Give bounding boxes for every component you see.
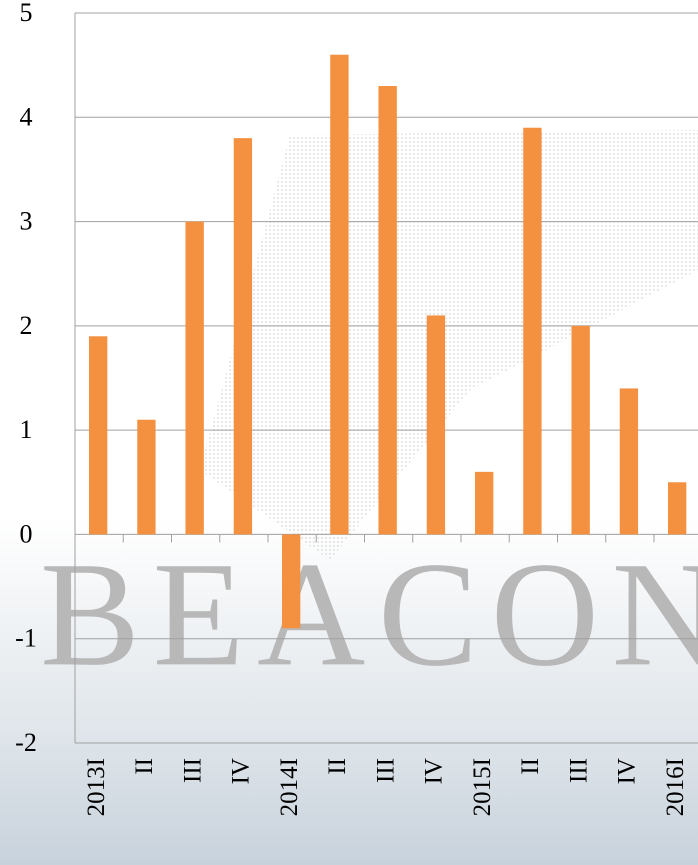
logo-pattern (200, 130, 698, 560)
x-tick-label: III (179, 758, 206, 783)
y-tick-label: 5 (20, 0, 33, 27)
bar (619, 388, 639, 535)
bar (474, 471, 494, 535)
x-tick-label: IV (614, 758, 641, 784)
y-tick-label: 0 (20, 519, 33, 548)
y-tick-label: 2 (20, 311, 33, 340)
x-tick-label: 2014I (276, 758, 303, 816)
y-tick-label: 3 (20, 207, 33, 236)
bar (571, 325, 590, 535)
y-tick-label: 4 (20, 102, 33, 131)
bar (281, 534, 301, 629)
bar (330, 54, 349, 535)
x-tick-label: II (324, 758, 351, 775)
x-tick-label: II (517, 758, 544, 775)
bar (137, 419, 156, 535)
y-tick-label: -2 (15, 728, 37, 757)
x-tick-label: III (565, 758, 592, 783)
bar (233, 138, 253, 535)
x-tick-label: III (372, 758, 399, 783)
bar (88, 336, 108, 535)
x-tick-label: IV (421, 758, 448, 784)
bar (667, 482, 687, 535)
bar (378, 86, 397, 535)
x-tick-label: IV (228, 758, 255, 784)
x-tick-label: II (131, 758, 158, 775)
y-tick-label: 1 (20, 415, 33, 444)
x-tick-label: 2016I (662, 758, 689, 816)
x-tick-label: 2015I (469, 758, 496, 816)
y-tick-label: -1 (15, 624, 37, 653)
bar (426, 315, 446, 535)
bar (523, 127, 542, 535)
x-tick-label: 2013I (83, 758, 110, 816)
bar (185, 221, 204, 535)
